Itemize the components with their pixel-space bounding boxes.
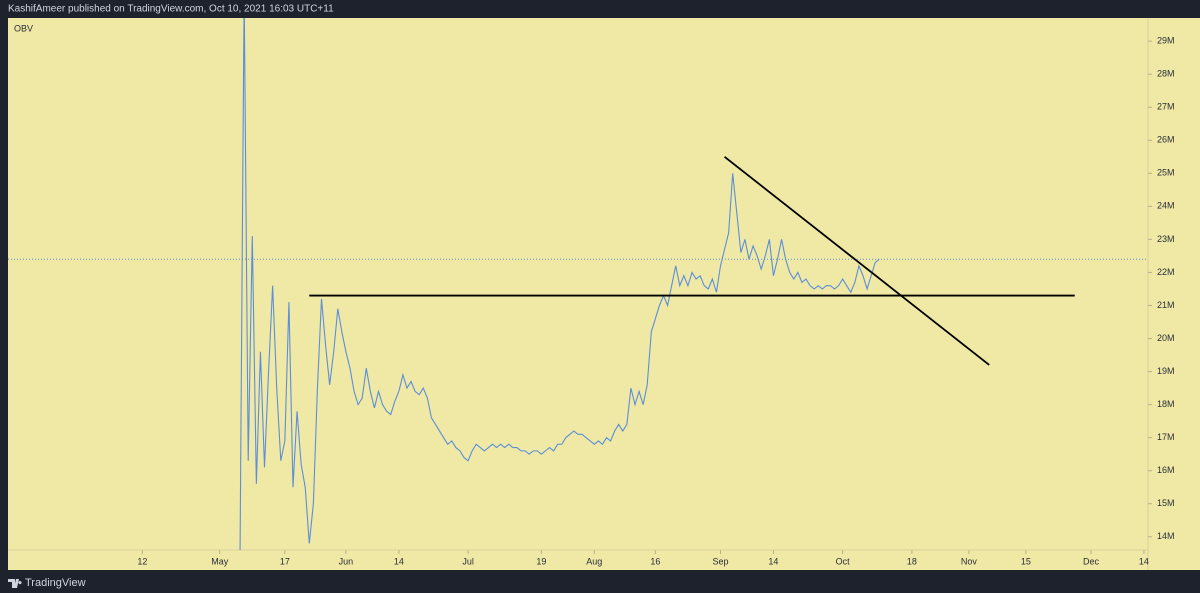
- y-tick-label: 16M: [1157, 465, 1175, 475]
- x-tick-label: Dec: [1083, 556, 1100, 566]
- x-tick-label: Jun: [339, 556, 354, 566]
- y-tick-label: 14M: [1157, 531, 1175, 541]
- plot-area: [8, 18, 1148, 550]
- x-tick-label: 18: [907, 556, 917, 566]
- y-tick-label: 17M: [1157, 432, 1175, 442]
- y-tick-label: 22M: [1157, 267, 1175, 277]
- x-tick-label: 12: [137, 556, 147, 566]
- x-tick-label: May: [211, 556, 229, 566]
- y-tick-label: 20M: [1157, 333, 1175, 343]
- x-tick-label: 15: [1021, 556, 1031, 566]
- brand-name: TradingView: [25, 577, 86, 589]
- x-tick-label: Oct: [836, 556, 851, 566]
- y-tick-label: 25M: [1157, 168, 1175, 178]
- y-tick-label: 21M: [1157, 300, 1175, 310]
- publish-info: KashifAmeer published on TradingView.com…: [8, 4, 334, 15]
- brand-logo: [8, 579, 22, 588]
- y-tick-label: 28M: [1157, 69, 1175, 79]
- x-tick-label: Sep: [712, 556, 728, 566]
- pane-label: OBV: [14, 23, 33, 33]
- footer: TradingView: [8, 577, 86, 589]
- x-tick-label: Jul: [462, 556, 474, 566]
- x-tick-label: 16: [650, 556, 660, 566]
- x-tick-label: Nov: [961, 556, 978, 566]
- chart-background: [8, 18, 1200, 570]
- y-tick-label: 27M: [1157, 102, 1175, 112]
- x-tick-label: 14: [768, 556, 778, 566]
- x-tick-label: Aug: [586, 556, 602, 566]
- x-tick-label: 14: [1139, 556, 1149, 566]
- y-tick-label: 26M: [1157, 135, 1175, 145]
- x-tick-label: 19: [536, 556, 546, 566]
- trend-line: [724, 156, 990, 366]
- y-tick-label: 15M: [1157, 498, 1175, 508]
- obv-line: [239, 18, 880, 550]
- y-tick-label: 19M: [1157, 366, 1175, 376]
- y-tick-label: 24M: [1157, 201, 1175, 211]
- y-tick-label: 23M: [1157, 234, 1175, 244]
- y-tick-label: 18M: [1157, 399, 1175, 409]
- x-tick-label: 17: [280, 556, 290, 566]
- x-tick-label: 14: [394, 556, 404, 566]
- y-tick-label: 29M: [1157, 36, 1175, 46]
